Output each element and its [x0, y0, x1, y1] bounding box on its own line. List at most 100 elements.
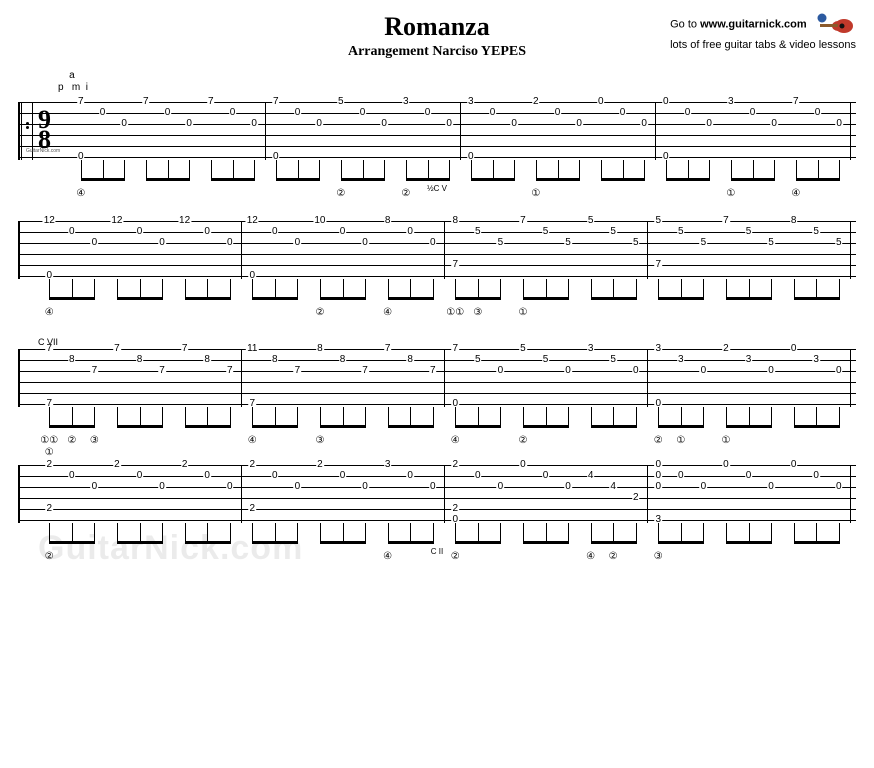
position-label: C VII [38, 337, 856, 347]
fingering-mark: ④ [76, 188, 85, 199]
tab-fret: 0 [812, 471, 820, 481]
fingering-mark: ④ [383, 551, 392, 562]
fingering-mark: ② [451, 551, 460, 562]
tab-fret: 5 [497, 238, 505, 248]
tab-fret: 3 [402, 97, 410, 107]
fingering-mark: ② [609, 551, 618, 562]
tab-fret: 0 [294, 108, 302, 118]
tab-fret: 0 [489, 108, 497, 118]
tab-fret: 5 [564, 238, 572, 248]
tab-fret: 3 [587, 344, 595, 354]
tab-fret: 0 [429, 238, 437, 248]
fingering-row: ②④②④②③ [18, 551, 856, 565]
tab-fret: 2 [45, 504, 53, 514]
tab-fret: 0 [575, 119, 583, 129]
tab-fret: 2 [451, 504, 459, 514]
tab-fret: 12 [178, 216, 191, 226]
tab-fret: 5 [700, 238, 708, 248]
fingering-row: ④②②①①④ [18, 188, 856, 202]
fingering-mark: ③ [473, 307, 482, 318]
fingering-row: ①①②③④③④②②①①① [18, 435, 856, 449]
tab-fret: 8 [136, 355, 144, 365]
fingering-mark: ① [676, 435, 685, 446]
tab-fret: 7 [45, 344, 53, 354]
tab-fret: 5 [677, 227, 685, 237]
tab-fret: 5 [812, 227, 820, 237]
time-signature: 98 [38, 110, 51, 150]
tab-fret: 0 [749, 108, 757, 118]
tab-fret: 0 [359, 108, 367, 118]
tab-fret: 0 [662, 97, 670, 107]
fingering-mark: ④ [248, 435, 257, 446]
fingering-mark: ② [315, 307, 324, 318]
tab-fret: 0 [406, 227, 414, 237]
tab-fret: 0 [68, 471, 76, 481]
site-link[interactable]: www.guitarnick.com [700, 18, 807, 30]
tab-fret: 12 [246, 216, 259, 226]
tab-fret: 8 [406, 355, 414, 365]
tab-fret: 0 [406, 471, 414, 481]
goto-text: Go to [670, 18, 700, 30]
tab-fret: 0 [814, 108, 822, 118]
tab-fret: 7 [722, 216, 730, 226]
tab-fret: 0 [619, 108, 627, 118]
tab-fret: 0 [564, 482, 572, 492]
tab-fret: 0 [294, 482, 302, 492]
tab-fret: 5 [542, 227, 550, 237]
fingering-mark: ② [45, 551, 54, 562]
tab-system: 98GuitarNick.com070070070007005003000300… [18, 102, 856, 193]
fingering-row: ④②④①①③① [18, 307, 856, 321]
tab-fret: 0 [654, 471, 662, 481]
tab-fret: 0 [271, 227, 279, 237]
tab-fret: 0 [767, 482, 775, 492]
fingering-mark: ① [726, 188, 735, 199]
tab-fret: 0 [315, 119, 323, 129]
tab-fret: 11 [246, 344, 258, 354]
guitar-icon [816, 12, 854, 37]
tab-fret: 8 [68, 355, 76, 365]
tab-fret: 7 [654, 260, 662, 270]
tab-fret: 0 [185, 119, 193, 129]
header: Romanza Arrangement Narciso YEPES Go to … [18, 12, 856, 60]
fingering-mark: ② [654, 435, 663, 446]
tab-fret: 0 [164, 108, 172, 118]
tab-fret: 7 [142, 97, 150, 107]
fingering-mark: ①① [446, 307, 464, 318]
fingering-mark: ④ [383, 307, 392, 318]
tab-fret: 5 [835, 238, 843, 248]
tab-fret: 2 [45, 460, 53, 470]
tab-fret: 0 [91, 482, 99, 492]
tab-fret: 7 [451, 344, 459, 354]
tab-fret: 0 [250, 119, 258, 129]
fingering-mark: ① [721, 435, 730, 446]
tab-fret: 8 [316, 344, 324, 354]
tab-fret: 0 [424, 108, 432, 118]
tab-fret: 0 [835, 482, 843, 492]
fingering-mark: ① [518, 307, 527, 318]
tab-system: C VII77877877877118788778707505503500330… [18, 337, 856, 437]
tab-fret: 0 [700, 482, 708, 492]
tab-fret: 7 [384, 344, 392, 354]
tab-fret: 7 [226, 366, 234, 376]
fingering-mark: ③ [654, 551, 663, 562]
fingering-mark: ④ [791, 188, 800, 199]
tab-fret: 0 [790, 344, 798, 354]
tagline: lots of free guitar tabs & video lessons [670, 39, 856, 51]
tab-fret: 0 [554, 108, 562, 118]
tab-fret: 2 [113, 460, 121, 470]
tab-fret: 7 [113, 344, 121, 354]
tab-staff: 2200200200220020030020200000442000300000… [18, 465, 856, 523]
tab-fret: 0 [700, 366, 708, 376]
tab-fret: 0 [519, 460, 527, 470]
tab-staff: 98GuitarNick.com070070070007005003000300… [18, 102, 856, 160]
tab-fret: 0 [429, 482, 437, 492]
fingering-mark: ①① [40, 435, 58, 446]
tab-fret: 0 [597, 97, 605, 107]
tab-fret: 8 [271, 355, 279, 365]
tab-fret: 0 [790, 460, 798, 470]
tab-fret: 3 [384, 460, 392, 470]
tab-fret: 7 [77, 97, 85, 107]
tab-fret: 0 [339, 227, 347, 237]
tab-fret: 8 [790, 216, 798, 226]
tab-fret: 0 [158, 482, 166, 492]
